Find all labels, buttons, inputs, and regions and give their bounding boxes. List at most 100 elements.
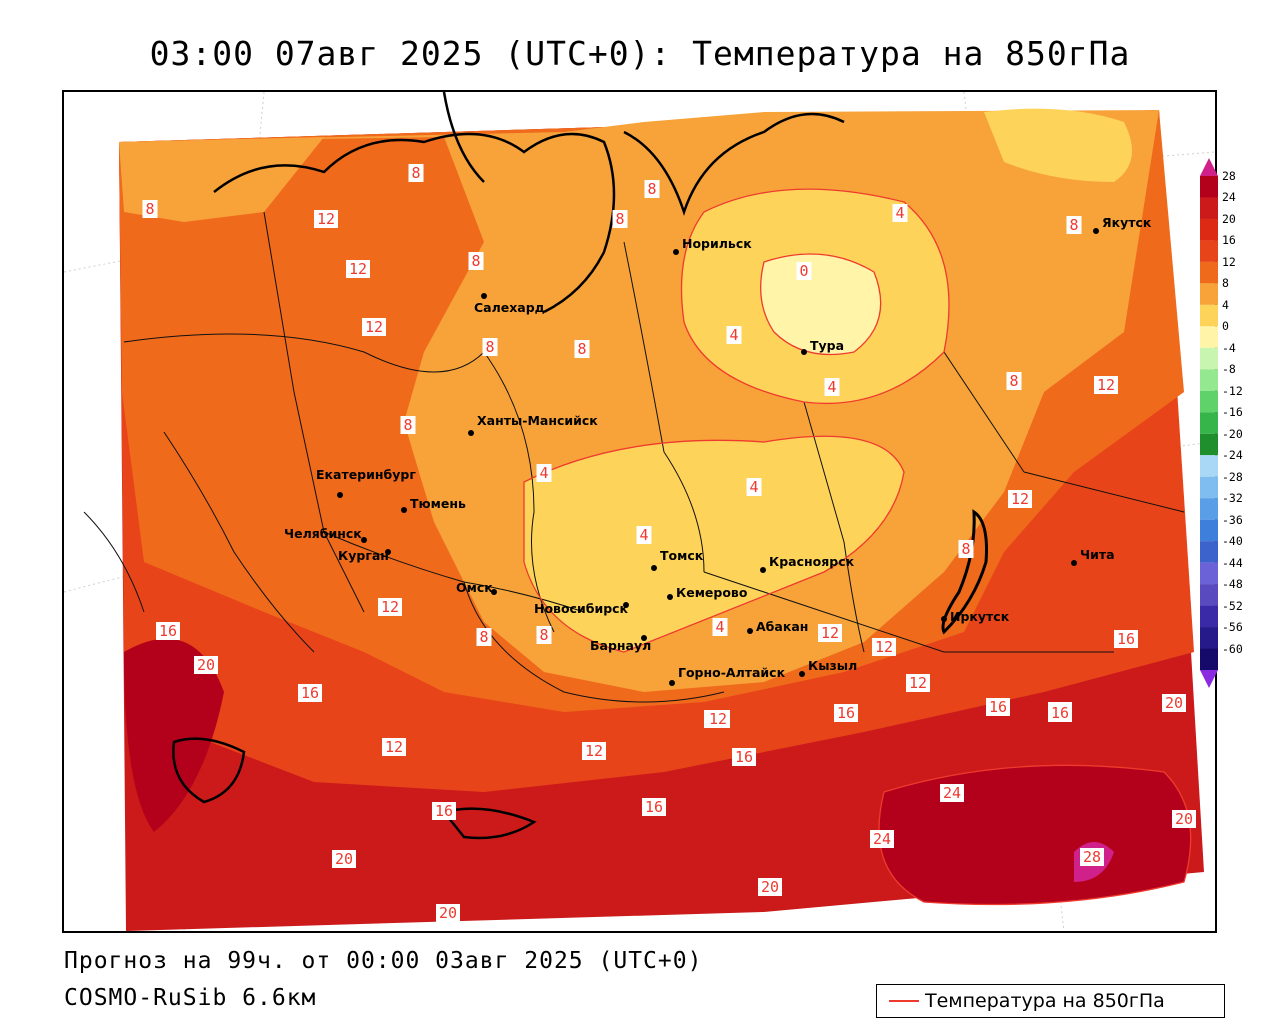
contour-label-bg: [332, 850, 356, 868]
contour-label-bg: [156, 622, 180, 640]
city-marker: [760, 567, 766, 573]
contour-label-bg: [644, 180, 660, 198]
contour-label-bg: [642, 798, 666, 816]
colorbar-tick-label: -52: [1222, 598, 1243, 613]
colorbar-cell: [1200, 476, 1218, 499]
colorbar-cell: [1200, 455, 1218, 477]
contour-label-bg: [746, 478, 762, 496]
contour-label-bg: [1008, 490, 1032, 508]
city-label: Екатеринбург: [316, 467, 416, 482]
contour-label: 20: [439, 904, 457, 922]
colorbar-bottom-arrow: [1200, 670, 1218, 688]
contour-label: 12: [385, 738, 403, 756]
city-label: Салехард: [474, 300, 545, 315]
city-marker: [747, 628, 753, 634]
contour-label-bg: [476, 628, 492, 646]
contour-label-bg: [482, 338, 498, 356]
colorbar-cell: [1200, 261, 1218, 284]
contour-label: 12: [1097, 376, 1115, 394]
city-marker: [468, 430, 474, 436]
colorbar-cell: [1200, 218, 1218, 241]
contour-label: 20: [761, 878, 779, 896]
contour-label: 12: [317, 210, 335, 228]
contour-label-bg: [432, 802, 456, 820]
contour-label: 16: [645, 798, 663, 816]
aral-sea: [172, 737, 246, 804]
colorbar-tick-label: -24: [1222, 448, 1243, 463]
contour-label-bg: [468, 252, 484, 270]
contour-label: 8: [479, 628, 488, 646]
city-label: Кемерово: [676, 585, 748, 600]
contour-label-bg: [1066, 216, 1082, 234]
colorbar-cell: [1200, 584, 1218, 606]
contour-label: 12: [585, 742, 603, 760]
colorbar-tick-label: -32: [1222, 491, 1243, 506]
city-label: Курган: [338, 548, 389, 563]
colorbar-tick-label: -36: [1222, 512, 1243, 527]
contour-label: 12: [365, 318, 383, 336]
colorbar-tick-label: 16: [1222, 233, 1236, 248]
colorbar-tick-label: -28: [1222, 469, 1243, 484]
city-label: Тюмень: [410, 496, 466, 511]
city-marker: [651, 565, 657, 571]
colorbar-cell: [1200, 176, 1218, 198]
contour-label-bg: [574, 340, 590, 358]
city-label: Ханты-Мансийск: [477, 413, 598, 428]
contour-label: 16: [1117, 630, 1135, 648]
city-marker: [941, 616, 947, 622]
colorbar-tick-label: 0: [1222, 319, 1229, 334]
contour-label: 12: [349, 260, 367, 278]
contour-label: 8: [577, 340, 586, 358]
contour-label: 8: [485, 338, 494, 356]
city-marker: [669, 680, 675, 686]
contour-label-bg: [636, 526, 652, 544]
contour-label-bg: [726, 326, 742, 344]
legend: Температура на 850гПа: [876, 984, 1225, 1018]
contour-label-bg: [870, 830, 894, 848]
city-marker: [673, 249, 679, 255]
contour-label-bg: [706, 710, 730, 728]
contour-label: 8: [411, 164, 420, 182]
forecast-info: Прогноз на 99ч. от 00:00 03авг 2025 (UTC…: [64, 948, 703, 974]
contour-label: 20: [197, 656, 215, 674]
contour-label: 12: [875, 638, 893, 656]
contour-label-bg: [582, 742, 606, 760]
legend-label: Температура на 850гПа: [925, 990, 1165, 1012]
colorbar-tick-label: -48: [1222, 577, 1243, 592]
colorbar-tick-label: -56: [1222, 620, 1243, 635]
colorbar-tick-label: 12: [1222, 254, 1236, 269]
contour-label: 4: [895, 204, 904, 222]
page-title: 03:00 07авг 2025 (UTC+0): Температура на…: [149, 34, 1131, 73]
colorbar-cell: [1200, 433, 1218, 456]
contour-label: 8: [403, 416, 412, 434]
contour-label-bg: [872, 638, 896, 656]
contour-label-bg: [362, 318, 386, 336]
colorbar-cell: [1200, 498, 1218, 520]
colorbar-tick-label: 28: [1222, 169, 1236, 183]
contour-label: 8: [961, 540, 970, 558]
contour-label-bg: [1048, 704, 1072, 722]
colorbar-cell: [1200, 605, 1218, 628]
contour-label: 4: [729, 326, 738, 344]
city-label: Якутск: [1102, 215, 1152, 230]
city-label: Горно-Алтайск: [678, 665, 786, 680]
colorbar-tick-label: -16: [1222, 405, 1243, 420]
temperature-colorbar: [1200, 158, 1218, 688]
contour-label: 20: [335, 850, 353, 868]
contour-label: 4: [827, 378, 836, 396]
contour-label-bg: [400, 416, 416, 434]
city-marker: [361, 537, 367, 543]
colorbar-cell: [1200, 347, 1218, 370]
contour-label-bg: [712, 618, 728, 636]
contour-label: 4: [539, 464, 548, 482]
city-marker: [385, 549, 391, 555]
contour-label: 12: [381, 598, 399, 616]
contour-label-bg: [834, 704, 858, 722]
contour-label-bg: [796, 262, 812, 280]
city-label: Абакан: [756, 619, 808, 634]
contour-label: 8: [539, 626, 548, 644]
city-label: Омск: [456, 580, 493, 595]
contour-label: 20: [1165, 694, 1183, 712]
colorbar-tick-label: 24: [1222, 190, 1236, 205]
contour-label-bg: [536, 626, 552, 644]
